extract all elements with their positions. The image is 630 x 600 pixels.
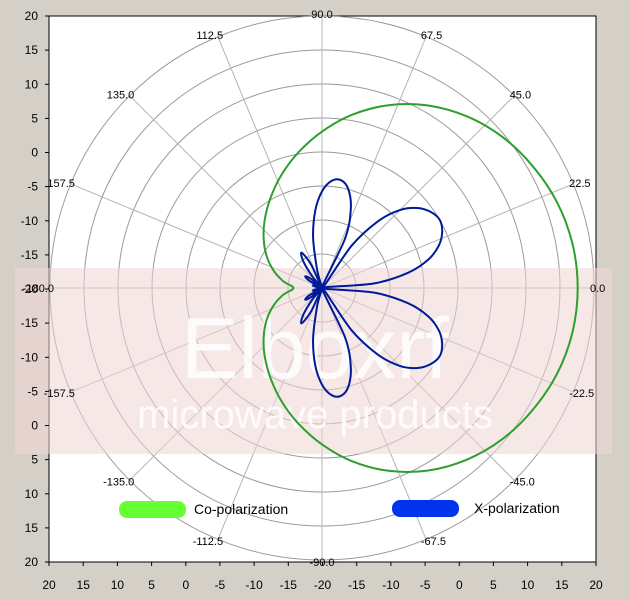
- left-tick-label: 10: [25, 77, 39, 91]
- angle-label: 135.0: [107, 89, 135, 101]
- series-line-x-polarization: [300, 178, 444, 398]
- bottom-tick-label: 15: [555, 578, 569, 592]
- grid-spoke: [129, 95, 323, 289]
- left-tick-label: 10: [25, 487, 39, 501]
- left-axis-ticks: 20 15 10 5 0 -5 -10 -15 -20 -15 -10 -5 0 5 10 15 20: [21, 9, 49, 569]
- angle-label: 22.5: [569, 178, 590, 190]
- grid-spoke: [321, 95, 515, 289]
- angle-label: 45.0: [510, 89, 531, 101]
- bottom-tick-label: 15: [77, 578, 91, 592]
- left-tick-label: 15: [25, 43, 39, 57]
- left-tick-label: -20: [21, 282, 39, 296]
- bottom-tick-label: 10: [521, 578, 535, 592]
- angle-label: 67.5: [421, 30, 442, 42]
- left-tick-label: 20: [25, 555, 39, 569]
- bottom-axis-ticks: 20 15 10 5 0 -5 -10 -15 -20 -15 -10 -5 0 5 10 15 20: [42, 562, 603, 592]
- angle-label: -157.5: [44, 388, 75, 400]
- angle-label: 157.5: [47, 178, 75, 190]
- angle-label: 0.0: [590, 283, 605, 295]
- bottom-tick-label: -20: [314, 578, 332, 592]
- angle-labels: 0.0 22.5 45.0 67.5 90.0 112.5 135.0 157.5 -180.0…: [23, 9, 606, 569]
- left-tick-label: 0: [31, 146, 38, 160]
- angle-label: 112.5: [196, 30, 223, 42]
- angle-label: -67.5: [421, 536, 446, 548]
- bottom-tick-label: -5: [420, 578, 431, 592]
- left-tick-label: 5: [31, 453, 38, 467]
- series-layer: [262, 103, 579, 473]
- left-tick-label: -15: [21, 316, 39, 330]
- bottom-tick-label: 20: [589, 578, 603, 592]
- bottom-tick-label: -15: [348, 578, 366, 592]
- left-tick-label: 15: [25, 521, 39, 535]
- bottom-tick-label: 5: [490, 578, 497, 592]
- legend-swatch-co-polarization: [119, 501, 186, 518]
- left-tick-label: -10: [21, 350, 39, 364]
- angle-label: -112.5: [193, 536, 223, 548]
- bottom-tick-label: 20: [42, 578, 56, 592]
- series-line-co-polarization: [262, 103, 579, 473]
- left-tick-label: -15: [21, 248, 39, 262]
- left-tick-label: -5: [27, 384, 38, 398]
- left-tick-label: 20: [25, 9, 39, 23]
- left-tick-label: 0: [31, 419, 38, 433]
- bottom-tick-label: 5: [148, 578, 155, 592]
- bottom-tick-label: 10: [111, 578, 125, 592]
- angle-label: -22.5: [569, 388, 594, 400]
- angle-label: -135.0: [103, 477, 134, 489]
- grid-spoke: [217, 36, 323, 289]
- grid-spoke: [321, 36, 427, 289]
- left-tick-label: 5: [31, 111, 38, 125]
- bottom-tick-label: -10: [245, 578, 263, 592]
- legend-swatch-x-polarization: [392, 500, 459, 517]
- left-tick-label: -5: [27, 180, 38, 194]
- bottom-tick-label: -5: [215, 578, 226, 592]
- bottom-tick-label: 0: [456, 578, 463, 592]
- left-tick-label: -10: [21, 214, 39, 228]
- watermark-tagline: microwave products: [137, 393, 493, 437]
- legend: Co-polarization X-polarization: [119, 500, 560, 518]
- angle-label: -45.0: [510, 477, 535, 489]
- legend-label-x-polarization: X-polarization: [474, 500, 560, 516]
- bottom-tick-label: -15: [280, 578, 298, 592]
- legend-item-co-polarization: Co-polarization: [119, 501, 288, 518]
- legend-item-x-polarization: X-polarization: [392, 500, 560, 517]
- angle-label: -180.0: [23, 283, 54, 295]
- bottom-tick-label: -10: [382, 578, 400, 592]
- bottom-tick-label: 0: [182, 578, 189, 592]
- legend-label-co-polarization: Co-polarization: [194, 501, 288, 517]
- angle-label: 90.0: [311, 9, 332, 21]
